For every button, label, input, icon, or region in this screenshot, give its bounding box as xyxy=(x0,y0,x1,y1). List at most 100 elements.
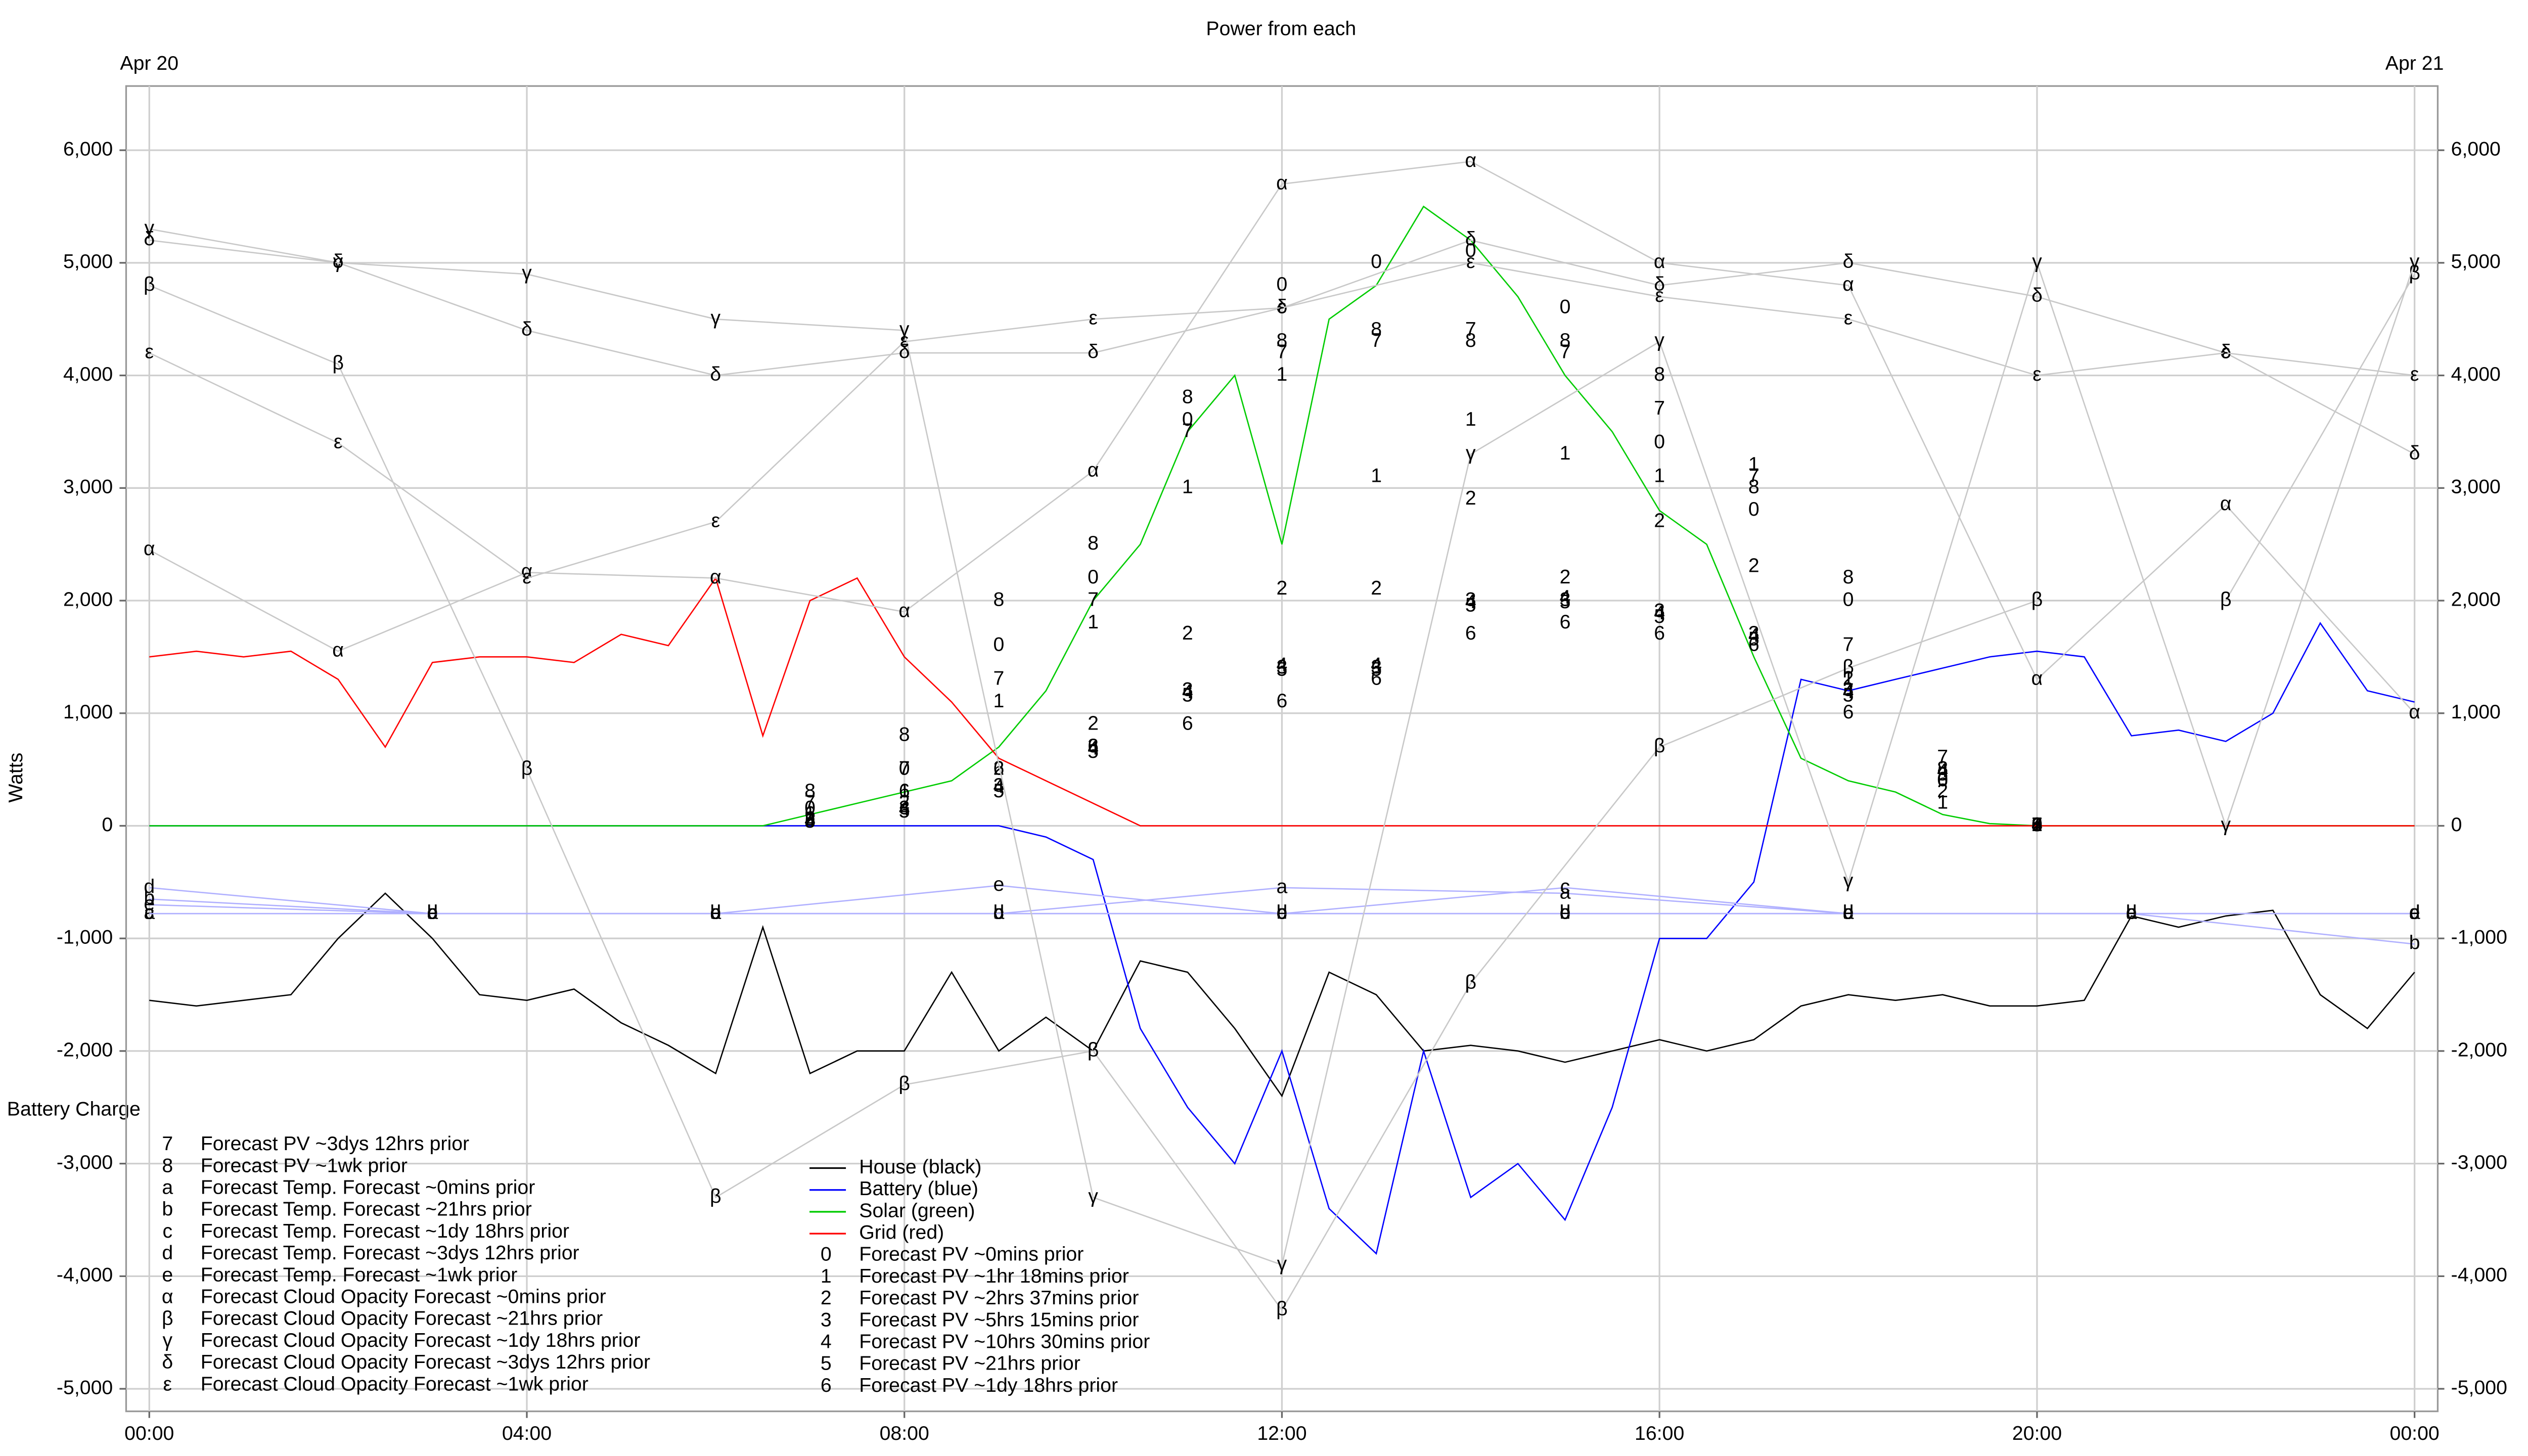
marker: 8 xyxy=(1560,329,1571,351)
marker: a xyxy=(993,901,1004,924)
series-line xyxy=(149,262,2415,579)
y-tick-label: 3,000 xyxy=(63,476,113,498)
y2-tick-label: 6,000 xyxy=(2451,138,2501,160)
marker: 2 xyxy=(1182,622,1193,644)
marker: 3 xyxy=(1843,678,1854,701)
marker: 8 xyxy=(1465,329,1476,351)
marker: 4 xyxy=(1748,624,1759,647)
marker: 5 xyxy=(1560,590,1571,613)
marker: γ xyxy=(1277,1252,1287,1275)
marker: 2 xyxy=(2032,813,2043,836)
marker: 7 xyxy=(993,667,1004,689)
y2-tick-label: 4,000 xyxy=(2451,363,2501,385)
marker: 1 xyxy=(1843,667,1854,689)
marker: a xyxy=(427,901,438,924)
marker: 8 xyxy=(993,588,1004,610)
marker: 0 xyxy=(804,796,816,818)
legend-marker: 4 xyxy=(821,1331,832,1353)
y-tick-label: 5,000 xyxy=(63,250,113,272)
marker: 4 xyxy=(1654,602,1665,624)
marker: 6 xyxy=(993,757,1004,779)
legend-label: Forecast Cloud Opacity Forecast ~3dys 12… xyxy=(201,1351,650,1373)
marker: β xyxy=(898,1072,910,1095)
marker: d xyxy=(427,901,438,924)
legend-marker: δ xyxy=(162,1351,173,1373)
y2-tick-label: -5,000 xyxy=(2451,1376,2507,1398)
legend-label: Forecast Cloud Opacity Forecast ~1wk pri… xyxy=(201,1373,589,1395)
marker: 4 xyxy=(1560,586,1571,608)
legend-marker: γ xyxy=(162,1329,172,1351)
marker: 1 xyxy=(1182,476,1193,498)
marker: 4 xyxy=(899,798,910,820)
marker: γ xyxy=(2410,250,2420,272)
marker: 2 xyxy=(1465,487,1476,509)
marker: a xyxy=(2126,901,2137,924)
marker: b xyxy=(1277,901,1288,924)
marker: a xyxy=(2409,901,2420,924)
marker: β xyxy=(332,352,344,374)
marker: e xyxy=(710,901,721,924)
marker: 0 xyxy=(1654,431,1665,453)
marker: 4 xyxy=(2032,813,2043,836)
date-label: Apr 20 xyxy=(120,52,178,74)
marker: 0 xyxy=(1748,498,1759,520)
marker: c xyxy=(1560,875,1570,897)
marker: ε xyxy=(145,340,154,362)
marker: 6 xyxy=(1748,633,1759,655)
marker: 8 xyxy=(1088,532,1099,554)
y-tick-label: -3,000 xyxy=(57,1151,113,1173)
marker: 7 xyxy=(2032,813,2043,836)
legend-label: Forecast PV ~0mins prior xyxy=(859,1243,1084,1265)
marker: δ xyxy=(333,250,344,272)
marker: ε xyxy=(711,509,720,531)
marker: ε xyxy=(1278,295,1287,317)
marker: d xyxy=(144,875,155,897)
marker: 4 xyxy=(993,775,1004,797)
marker: 5 xyxy=(1371,658,1382,680)
marker: a xyxy=(710,901,721,924)
marker: c xyxy=(1843,901,1854,924)
marker: α xyxy=(1465,149,1476,171)
legend-marker: c xyxy=(162,1220,172,1242)
marker: e xyxy=(427,901,438,924)
marker: 3 xyxy=(1748,622,1759,644)
x-tick-label: 04:00 xyxy=(502,1422,552,1444)
marker: ε xyxy=(334,431,343,453)
marker: 5 xyxy=(1182,684,1193,706)
marker: 0 xyxy=(1465,239,1476,261)
marker: 6 xyxy=(1088,735,1099,757)
marker: b xyxy=(993,901,1004,924)
marker: b xyxy=(144,887,155,909)
marker: β xyxy=(1465,971,1477,993)
legend-label: Forecast PV ~10hrs 30mins prior xyxy=(859,1331,1150,1353)
marker: β xyxy=(2032,588,2043,610)
marker: 1 xyxy=(804,802,816,825)
marker: 8 xyxy=(1654,363,1665,385)
legend-label: Battery (blue) xyxy=(859,1177,978,1200)
legend-label: Forecast Temp. Forecast ~1wk prior xyxy=(201,1263,518,1286)
marker: ε xyxy=(1655,284,1664,306)
marker: 2 xyxy=(1843,667,1854,689)
legend-label: Solar (green) xyxy=(859,1199,975,1221)
marker: 6 xyxy=(1560,611,1571,633)
marker: 5 xyxy=(1843,684,1854,706)
marker: 1 xyxy=(1277,363,1288,385)
marker: α xyxy=(332,639,344,661)
legend-label: Forecast Temp. Forecast ~0mins prior xyxy=(201,1176,535,1199)
marker: 3 xyxy=(1277,656,1288,678)
marker: 0 xyxy=(1937,768,1948,791)
marker: δ xyxy=(899,340,910,362)
marker: γ xyxy=(2032,250,2042,272)
marker: d xyxy=(2409,901,2420,924)
y-axis-label: Watts xyxy=(5,753,27,803)
marker: 0 xyxy=(1088,566,1099,588)
y2-tick-label: 5,000 xyxy=(2451,250,2501,272)
marker: e xyxy=(2409,901,2420,924)
x-tick-label: 20:00 xyxy=(2012,1422,2062,1444)
marker: d xyxy=(2126,901,2137,924)
marker: 2 xyxy=(1748,555,1759,577)
marker: d xyxy=(1843,901,1854,924)
